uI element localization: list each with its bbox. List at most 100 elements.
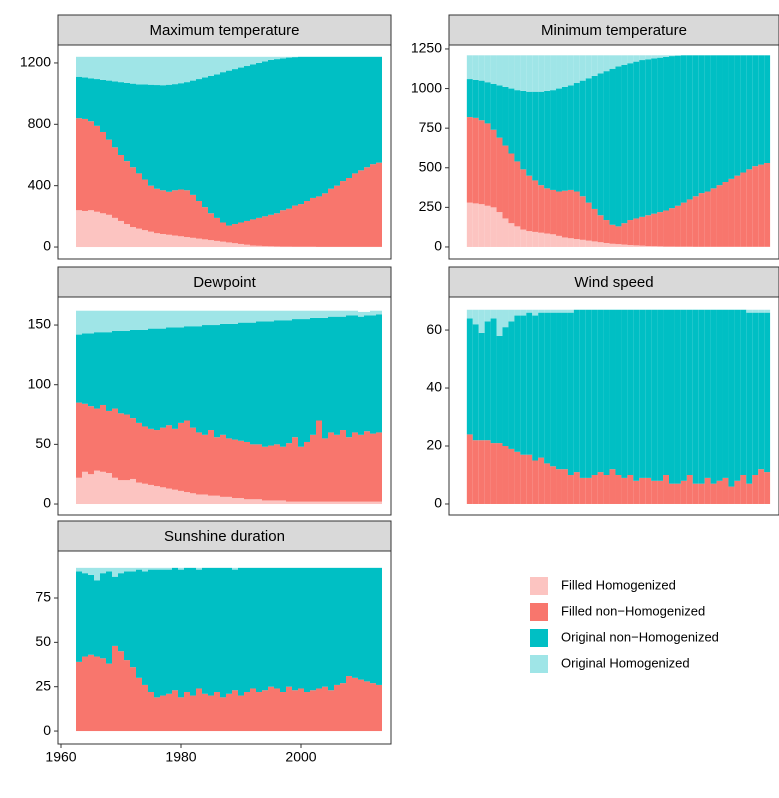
bar-segment [286,687,292,731]
bar-segment [166,311,172,328]
bar-segment [538,185,544,233]
bar-segment [592,209,598,241]
bar-segment [485,310,491,322]
bar-segment [88,121,94,210]
legend-key [530,655,548,673]
bar-segment [76,335,82,403]
bar-segment [497,138,503,212]
bar-segment [130,84,136,168]
bar-segment [340,181,346,247]
bar-segment [232,440,238,498]
bar-segment [196,311,202,327]
bar-segment [196,688,202,731]
bar-segment [580,196,586,240]
bar-segment [651,481,657,504]
bar-segment [286,502,292,504]
bar-segment [621,245,627,247]
bar-segment [556,469,562,504]
bar-segment [734,55,740,175]
bar-segment [172,690,178,731]
bar-segment [100,573,106,658]
bar-segment [196,568,202,570]
bar-segment [621,223,627,244]
panel-title: Minimum temperature [541,22,687,39]
bar-segment [316,568,322,689]
bar-segment [208,696,214,731]
bar-segment [88,311,94,334]
bar-segment [256,692,262,731]
bar-segment [136,568,142,570]
bar-segment [166,694,172,731]
bar-segment [538,458,544,504]
bar-segment [508,89,514,154]
y-tick-label: 0 [434,238,442,254]
bar-segment [520,316,526,455]
bar-segment [106,57,112,81]
bar-segment [497,336,503,443]
bar-segment [711,484,717,504]
bar-segment [627,245,633,247]
bar-segment [136,229,142,247]
bar-segment [657,310,663,481]
bar-segment [627,63,633,220]
bar-segment [592,241,598,247]
bar-segment [370,568,376,683]
bar-segment [473,440,479,504]
bar-segment [118,82,124,155]
bar-segment [574,472,580,504]
bar-segment [82,472,88,504]
bar-segment [202,311,208,325]
bar-segment [681,481,687,504]
bar-segment [316,311,322,318]
bar-segment [82,57,88,78]
bar-segment [166,192,172,235]
bar-segment [130,227,136,247]
bar-segment [633,62,639,219]
bar-segment [610,310,616,469]
bar-segment [699,310,705,484]
bar-segment [106,411,112,473]
bar-segment [562,469,568,504]
bar-segment [752,313,758,475]
bar-segment [208,311,214,325]
bar-segment [699,55,705,193]
bar-segment [214,74,220,217]
bar-segment [693,196,699,247]
bar-segment [322,318,328,439]
legend-key [530,577,548,595]
bar-segment [220,72,226,222]
bar-segment [154,329,160,430]
bar-segment [328,690,334,731]
bar-segment [244,323,250,442]
bar-segment [124,415,130,481]
bar-segment [94,409,100,471]
bar-segment [310,57,316,198]
bar-segment [657,58,663,212]
bar-segment [479,81,485,121]
bar-segment [214,496,220,504]
bar-segment [124,83,130,161]
bar-segment [220,311,226,324]
legend-label: Filled non−Homogenized [561,603,705,618]
bar-segment [364,681,370,731]
bar-segment [124,568,130,572]
bar-segment [250,499,256,504]
bar-segment [142,180,148,231]
bar-segment [497,212,503,247]
bar-segment [82,333,88,403]
bar-segment [310,435,316,502]
bar-segment [550,90,556,190]
bar-segment [286,443,292,501]
bar-segment [346,568,352,676]
bar-segment [550,313,556,467]
bar-segment [130,167,136,227]
bar-segment [184,568,190,692]
bar-segment [717,55,723,185]
y-tick-label: 0 [434,495,442,511]
bar-segment [208,430,214,496]
bar-segment [723,55,729,182]
bar-segment [514,316,520,452]
bar-segment [148,85,154,186]
bar-segment [568,475,574,504]
bar-segment [532,461,538,504]
